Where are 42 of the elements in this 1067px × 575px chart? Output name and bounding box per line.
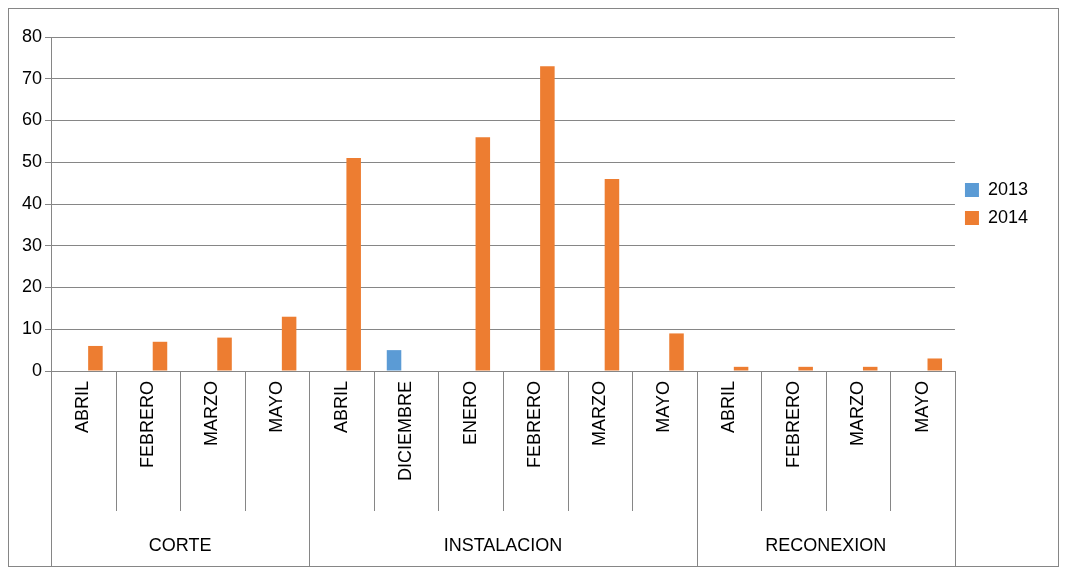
bar [346, 158, 361, 371]
bar [733, 366, 749, 371]
bar [281, 316, 297, 371]
text: CORTE [148, 534, 212, 555]
legend-label: 2014 [987, 206, 1028, 227]
x-tick-label: ABRIL [72, 381, 93, 434]
x-tick-label: MAYO [911, 381, 932, 433]
x-tick-label: ABRIL [717, 381, 738, 434]
x-tick-label: MARZO [847, 381, 868, 446]
y-tick-label: 30 [21, 234, 43, 255]
bar [604, 178, 620, 371]
x-tick-label: ABRIL [330, 381, 351, 434]
y-tick-label: 80 [21, 25, 43, 46]
bar [152, 341, 168, 371]
bar [862, 366, 878, 371]
x-tick-label: ENERO [459, 381, 480, 446]
bar [927, 358, 943, 371]
x-tick-label: FEBRERO [524, 381, 545, 469]
x-tick-label: FEBRERO [136, 381, 157, 469]
x-tick-label: MAYO [653, 381, 674, 433]
y-tick-label: 10 [21, 318, 43, 339]
bar [798, 366, 813, 371]
y-tick-label: 20 [21, 276, 43, 297]
y-tick-label: 50 [21, 151, 43, 172]
x-tick-label: MARZO [201, 381, 222, 446]
text: RECONEXION [765, 534, 887, 555]
y-tick-label: 0 [32, 359, 43, 380]
y-tick-label: 70 [21, 67, 43, 88]
x-tick-label: MAYO [265, 381, 286, 433]
y-tick-label: 40 [21, 192, 43, 213]
legend-label: 2013 [987, 178, 1028, 199]
bar [217, 337, 232, 371]
bar [669, 333, 684, 371]
bar [88, 345, 103, 371]
x-tick-label: MARZO [588, 381, 609, 446]
text: INSTALACION [443, 534, 563, 555]
bar [540, 66, 555, 371]
x-tick-label: FEBRERO [782, 381, 803, 469]
y-tick-label: 60 [21, 109, 43, 130]
bar [386, 350, 402, 371]
bar [475, 137, 491, 371]
x-tick-label: DICIEMBRE [395, 381, 416, 482]
